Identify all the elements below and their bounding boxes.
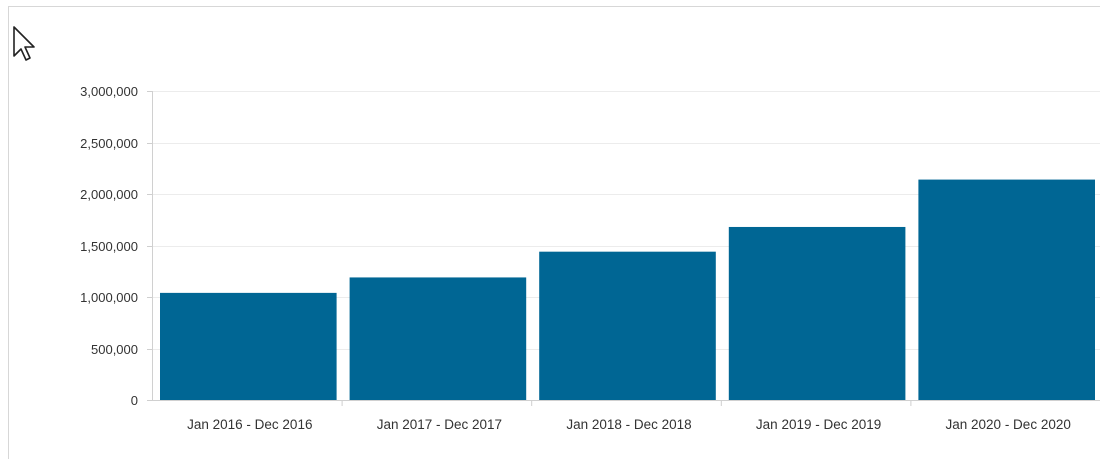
x-tick-label: Jan 2017 - Dec 2017 bbox=[377, 417, 502, 432]
x-tick-label: Jan 2020 - Dec 2020 bbox=[946, 417, 1071, 432]
y-tick-label: 0 bbox=[131, 393, 138, 408]
bars bbox=[160, 179, 1095, 400]
x-axis-ticks: Jan 2016 - Dec 2016 Jan 2017 - Dec 2017 Ja… bbox=[187, 417, 1071, 432]
bar[interactable] bbox=[539, 251, 716, 400]
x-tick-label: Jan 2019 - Dec 2019 bbox=[756, 417, 881, 432]
bar[interactable] bbox=[349, 277, 527, 400]
x-tick-label: Jan 2016 - Dec 2016 bbox=[187, 417, 312, 432]
bar[interactable] bbox=[728, 226, 906, 400]
axes bbox=[147, 91, 1100, 406]
y-tick-label: 2,500,000 bbox=[80, 136, 138, 151]
y-axis-ticks: 0 500,000 1,000,000 1,500,000 2,000,000 2,500… bbox=[80, 84, 138, 408]
x-tick-label: Jan 2018 - Dec 2018 bbox=[566, 417, 691, 432]
y-tick-label: 2,000,000 bbox=[80, 187, 138, 202]
y-tick-label: 500,000 bbox=[91, 342, 138, 357]
mouse-pointer-icon bbox=[13, 26, 35, 61]
y-tick-label: 3,000,000 bbox=[80, 84, 138, 99]
y-tick-label: 1,000,000 bbox=[80, 290, 138, 305]
bar[interactable] bbox=[160, 292, 337, 400]
y-tick-label: 1,500,000 bbox=[80, 239, 138, 254]
bar[interactable] bbox=[918, 179, 1095, 400]
